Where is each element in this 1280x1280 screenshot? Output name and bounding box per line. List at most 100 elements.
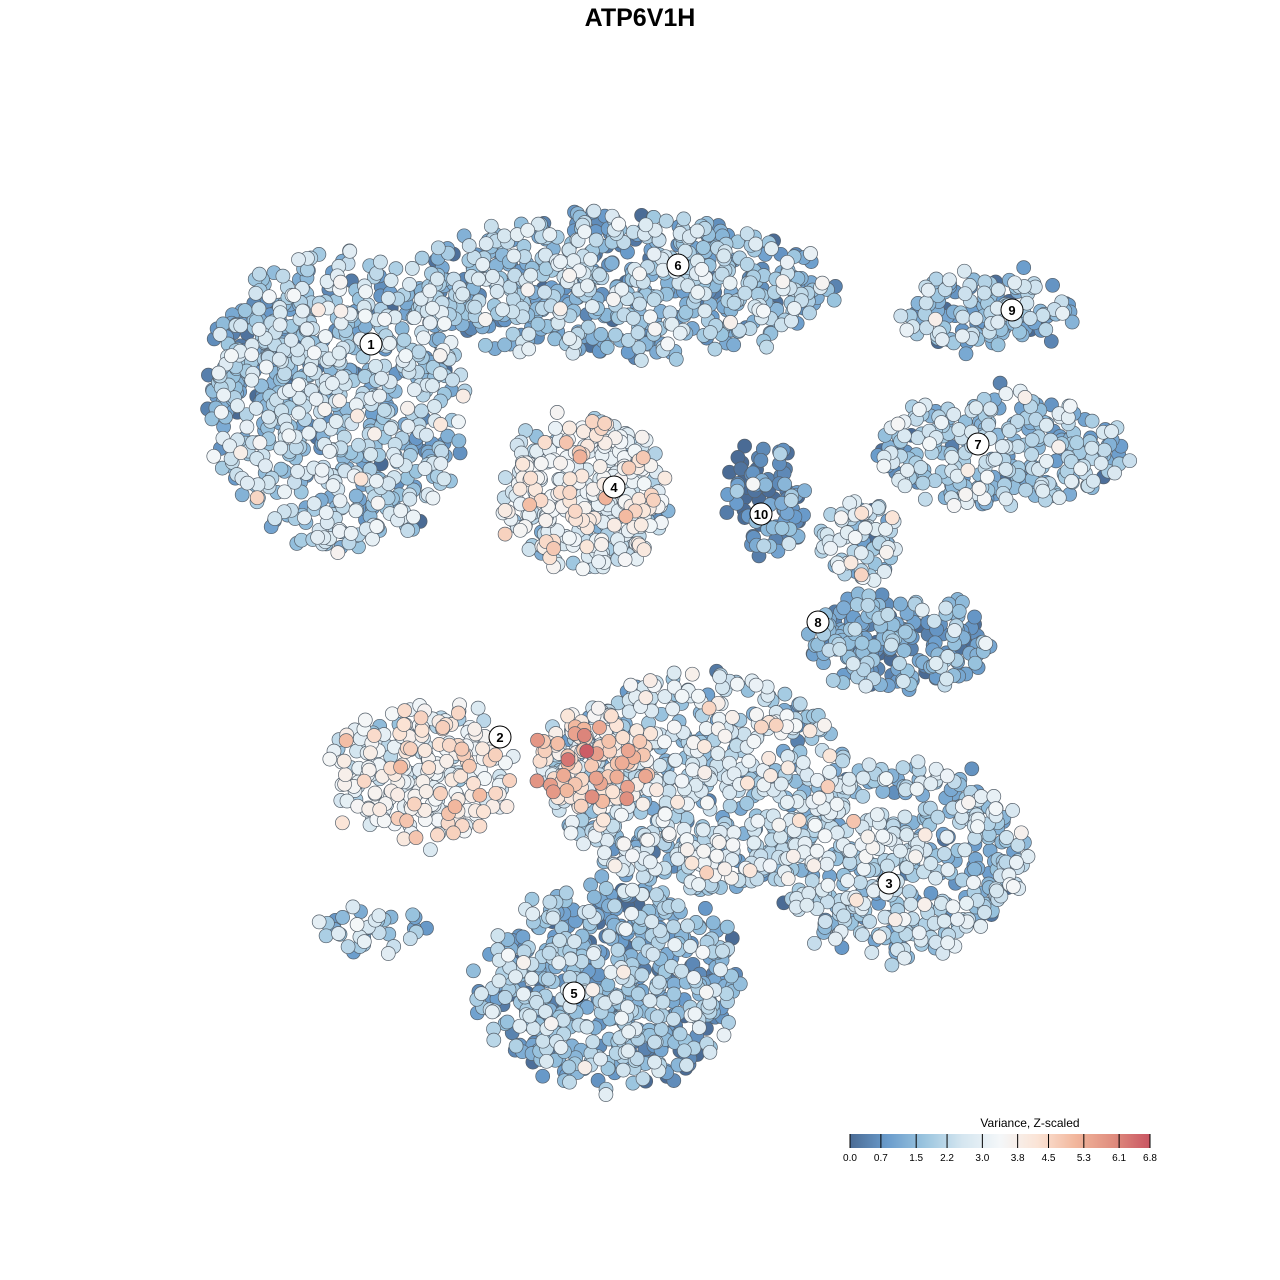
cell-point (281, 428, 297, 444)
cell-point (967, 609, 982, 625)
cell-point (1039, 453, 1054, 469)
cluster-label-text: 2 (496, 730, 503, 745)
cluster-label-4: 4 (602, 475, 626, 499)
cell-point (542, 227, 558, 242)
cell-point (462, 758, 477, 774)
cell-point (367, 785, 383, 801)
cell-point (340, 939, 356, 955)
cell-point (261, 409, 276, 425)
cell-point (697, 765, 713, 780)
cell-point (860, 829, 876, 845)
cell-point (901, 884, 917, 900)
cell-point (335, 910, 350, 925)
legend-tick-label: 6.1 (1112, 1153, 1126, 1164)
cell-point (990, 314, 1006, 330)
cell-point (353, 471, 369, 487)
legend-tick-label: 1.5 (909, 1153, 923, 1164)
cell-point (1035, 307, 1051, 323)
cell-point (317, 402, 333, 417)
cell-point (895, 674, 911, 689)
cell-point (338, 733, 354, 748)
cell-point (958, 346, 974, 362)
cell-point (489, 284, 505, 299)
cell-point (549, 405, 565, 420)
cell-point (478, 337, 493, 353)
cell-point (713, 962, 728, 978)
cell-point (923, 856, 939, 871)
cell-point (333, 274, 348, 290)
cell-point (674, 963, 689, 979)
cell-point (699, 984, 714, 1000)
cell-point (562, 268, 577, 283)
cell-point (558, 435, 574, 450)
cell-point (433, 456, 449, 471)
cell-point (620, 743, 636, 758)
cell-point (699, 795, 715, 811)
cell-point (660, 336, 676, 352)
cell-point (563, 825, 579, 841)
cell-point (926, 613, 942, 629)
cell-point (558, 885, 574, 901)
cell-point (690, 284, 706, 300)
cell-point (917, 491, 933, 507)
legend-title: Variance, Z-scaled (980, 1116, 1079, 1130)
cell-point (860, 597, 876, 613)
cell-point (887, 912, 903, 928)
cell-point (577, 224, 592, 240)
cell-point (258, 359, 274, 375)
cell-point (273, 440, 289, 456)
cell-point (823, 540, 838, 556)
cell-point (722, 275, 738, 291)
cell-point (840, 873, 855, 889)
cell-point (917, 827, 933, 843)
cell-point (1107, 465, 1122, 481)
cell-point (749, 707, 764, 723)
cell-point (638, 768, 653, 784)
cell-point (988, 801, 1004, 816)
cell-point (893, 843, 908, 859)
cell-point (917, 897, 932, 912)
cell-point (665, 701, 681, 717)
cell-point (380, 290, 396, 306)
cell-point (779, 254, 795, 270)
cell-point (445, 372, 460, 388)
cell-point (971, 481, 987, 496)
cell-point (358, 284, 373, 300)
cell-point (742, 863, 758, 878)
cell-point (939, 671, 954, 687)
cell-point (625, 848, 640, 864)
cell-point (936, 913, 952, 929)
cell-point (786, 301, 802, 316)
cell-point (516, 955, 531, 970)
cell-point (520, 282, 536, 298)
cell-point (485, 269, 500, 284)
cell-point (500, 947, 516, 963)
cell-point (301, 425, 317, 441)
cell-point (1016, 260, 1032, 275)
cell-point (667, 937, 683, 953)
cell-point (676, 1043, 692, 1059)
cell-point (318, 329, 333, 344)
cell-point (417, 743, 433, 758)
cell-point (699, 865, 715, 881)
cell-point (297, 510, 312, 526)
cell-point (538, 513, 554, 528)
cell-point (472, 787, 488, 803)
cell-point (973, 919, 989, 934)
cell-point (862, 914, 877, 929)
cell-point (999, 830, 1014, 845)
cell-point (283, 332, 299, 348)
cell-point (726, 337, 742, 353)
cell-point (496, 228, 512, 244)
cell-point (915, 475, 931, 491)
cell-point (427, 399, 442, 414)
cell-point (884, 510, 900, 526)
cell-point (719, 505, 735, 520)
cell-point (434, 443, 449, 459)
cell-point (884, 957, 900, 973)
cell-point (632, 296, 647, 312)
cell-point (957, 263, 972, 279)
cell-point (866, 638, 882, 654)
cell-point (998, 386, 1014, 402)
cell-point (585, 1034, 601, 1050)
